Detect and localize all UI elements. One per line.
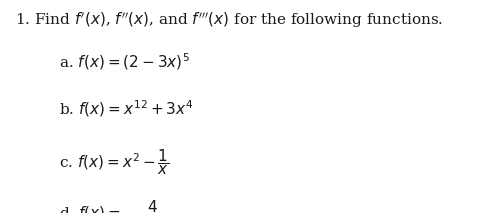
Text: d. $f(x) = \dfrac{4}{(x-3)^2}$: d. $f(x) = \dfrac{4}{(x-3)^2}$ [59,198,182,213]
Text: c. $f(x) = x^2 - \dfrac{1}{x}$: c. $f(x) = x^2 - \dfrac{1}{x}$ [59,147,170,177]
Text: 1. Find $f^{\prime}(x)$, $f^{\prime\prime}(x)$, and $f^{\prime\prime\prime}(x)$ : 1. Find $f^{\prime}(x)$, $f^{\prime\prim… [15,11,443,30]
Text: b. $f(x) = x^{12} + 3x^4$: b. $f(x) = x^{12} + 3x^4$ [59,98,194,119]
Text: a. $f(x) = (2 - 3x)^5$: a. $f(x) = (2 - 3x)^5$ [59,51,190,72]
